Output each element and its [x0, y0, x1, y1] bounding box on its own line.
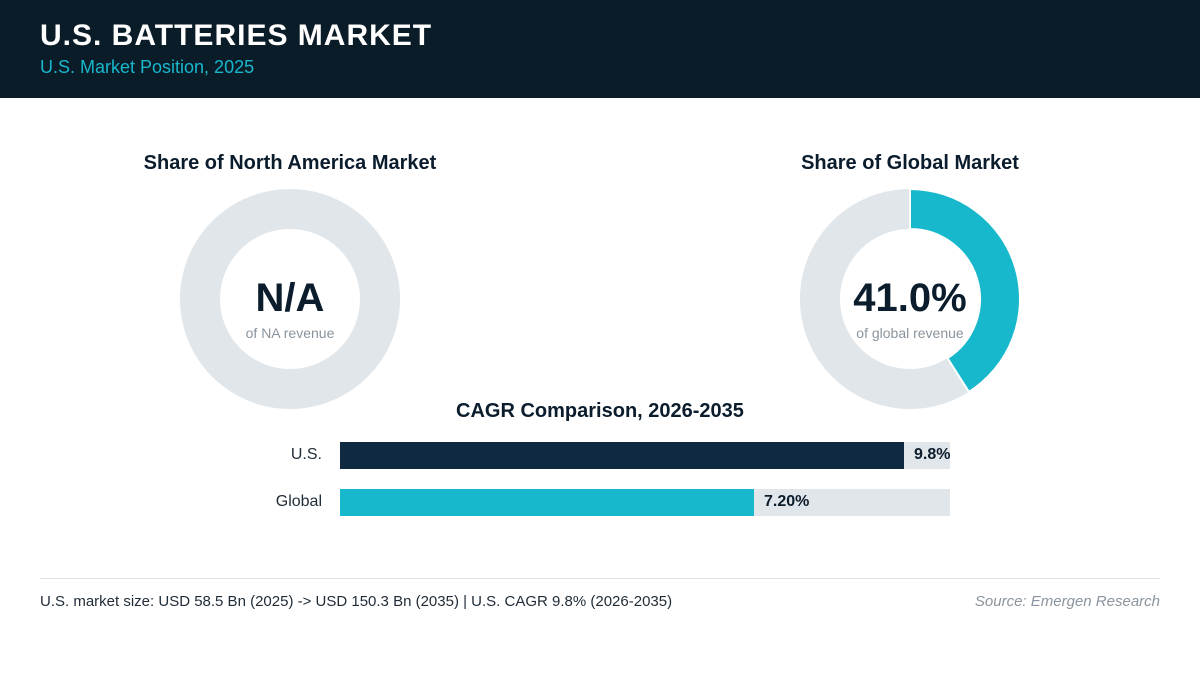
bar-global	[340, 489, 754, 516]
global-share-donut-chart	[800, 188, 1021, 409]
na-share-caption: of NA revenue	[245, 325, 335, 341]
cagr-chart-title: CAGR Comparison, 2026-2035	[456, 400, 744, 422]
bar-us	[340, 442, 904, 469]
header-bar: U.S. BATTERIES MARKET U.S. Market Positi…	[0, 0, 1200, 98]
global-share-value: 41.0%	[853, 276, 967, 320]
footer-divider	[40, 578, 1160, 579]
global-share-slice	[909, 188, 1021, 394]
page-title: U.S. BATTERIES MARKET	[40, 19, 433, 52]
na-share-value: N/A	[255, 276, 325, 320]
footer-source: Source: Emergen Research	[974, 593, 1160, 610]
bar-label-global: Global	[275, 493, 322, 510]
bar-track-global: 7.20%	[340, 489, 950, 516]
na-share-donut-chart	[180, 189, 400, 409]
bar-track-us: 9.8%	[340, 442, 950, 469]
na-share-chart-title: Share of North America Market	[143, 152, 437, 174]
global-share-chart-title: Share of Global Market	[801, 152, 1019, 174]
page-subtitle: U.S. Market Position, 2025	[40, 57, 255, 77]
bar-value-us: 9.8%	[914, 446, 951, 463]
global-share-caption: of global revenue	[856, 325, 964, 341]
na-track-ring	[180, 189, 400, 409]
bar-label-us: U.S.	[290, 446, 322, 463]
footer-market-summary: U.S. market size: USD 58.5 Bn (2025) -> …	[40, 593, 673, 610]
bar-value-global: 7.20%	[764, 493, 810, 510]
